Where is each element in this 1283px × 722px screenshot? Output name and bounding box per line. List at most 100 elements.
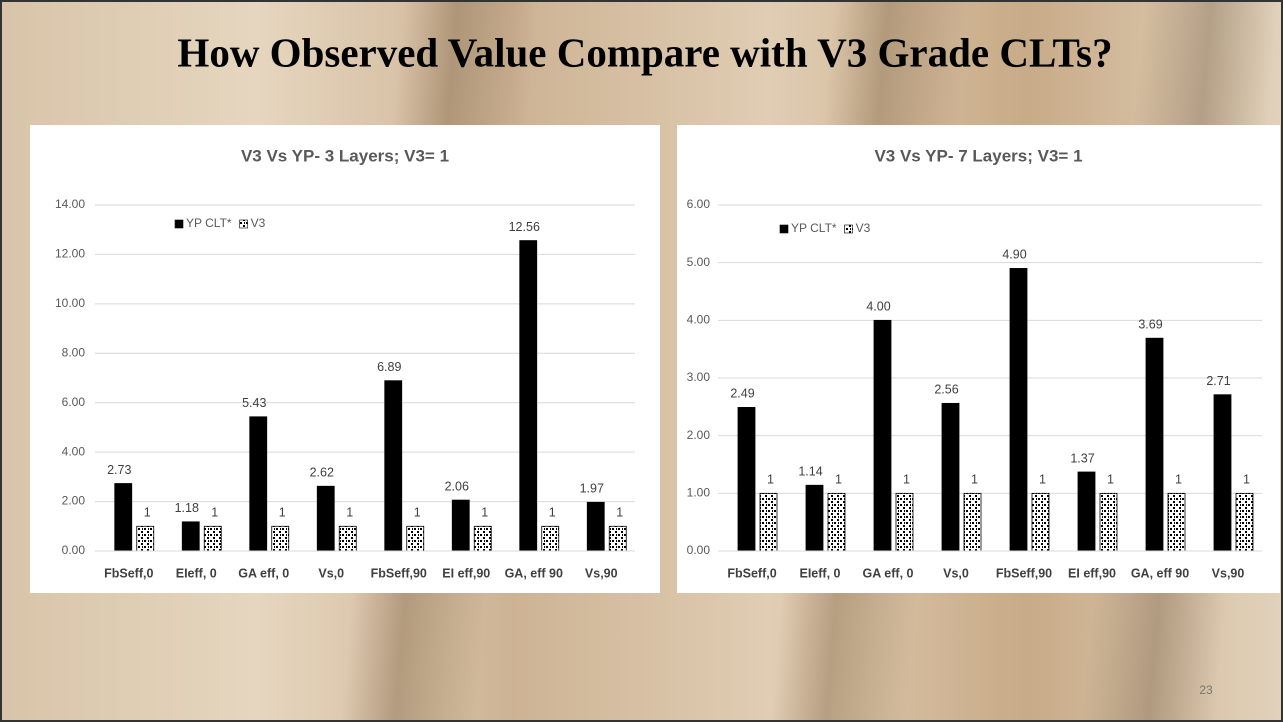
x-tick-label: EIeff, 0 xyxy=(800,566,841,580)
bar xyxy=(608,525,627,552)
bar xyxy=(1009,268,1028,552)
x-tick-label: GA, eff 90 xyxy=(505,566,563,580)
bar xyxy=(451,499,470,552)
y-tick-label: 14.00 xyxy=(55,197,85,211)
data-label: 1.37 xyxy=(1070,451,1094,465)
data-label: 2.73 xyxy=(107,463,131,477)
data-label: 1 xyxy=(835,473,842,487)
data-label: 2.56 xyxy=(934,383,958,397)
bar xyxy=(1077,471,1096,552)
bar xyxy=(827,492,846,552)
data-label: 12.56 xyxy=(509,220,540,234)
bar xyxy=(316,485,335,552)
bar xyxy=(759,492,778,552)
x-tick-label: GA eff, 0 xyxy=(863,566,914,580)
y-tick-label: 12.00 xyxy=(55,247,85,261)
data-label: 2.06 xyxy=(445,479,469,493)
data-label: 1 xyxy=(903,473,910,487)
chart-box xyxy=(30,125,660,593)
bar xyxy=(895,492,914,552)
legend-label: YP CLT* xyxy=(186,216,232,230)
x-tick-label: FbSeff,0 xyxy=(104,566,153,580)
x-tick-label: Vs,90 xyxy=(585,566,618,580)
bar xyxy=(1099,492,1118,552)
data-label: 1 xyxy=(549,506,556,520)
bar xyxy=(406,525,425,552)
bar xyxy=(805,484,824,552)
data-label: 2.62 xyxy=(310,466,334,480)
slide-title: How Observed Value Compare with V3 Grade… xyxy=(177,29,1112,75)
x-tick-label: FbSeff,0 xyxy=(727,566,776,580)
x-tick-label: FbSeff,90 xyxy=(996,566,1052,580)
y-tick-label: 5.00 xyxy=(687,255,711,269)
chart-title: V3 Vs YP- 3 Layers; V3= 1 xyxy=(241,146,449,165)
legend-swatch xyxy=(844,224,853,234)
data-label: 3.69 xyxy=(1138,318,1162,332)
bar xyxy=(473,525,492,552)
x-tick-label: EI eff,90 xyxy=(442,566,490,580)
x-tick-label: EI eff,90 xyxy=(1068,566,1116,580)
legend-label: YP CLT* xyxy=(791,221,837,235)
x-tick-label: EIeff, 0 xyxy=(176,566,217,580)
data-label: 6.89 xyxy=(377,360,401,374)
bar xyxy=(1145,337,1164,552)
y-tick-label: 4.00 xyxy=(687,313,711,327)
y-tick-label: 10.00 xyxy=(55,296,85,310)
bar xyxy=(338,525,357,552)
bar xyxy=(1167,492,1186,552)
data-label: 1.18 xyxy=(175,501,199,515)
data-label: 1 xyxy=(346,506,353,520)
data-label: 1 xyxy=(1175,473,1182,487)
legend-label: V3 xyxy=(856,221,871,235)
data-label: 1 xyxy=(211,506,218,520)
y-tick-label: 6.00 xyxy=(62,395,86,409)
legend-label: V3 xyxy=(251,216,266,230)
bar xyxy=(873,319,892,552)
data-label: 1 xyxy=(616,506,623,520)
y-tick-label: 8.00 xyxy=(62,345,86,359)
x-tick-label: Vs,90 xyxy=(1212,566,1245,580)
bar xyxy=(541,525,560,552)
y-tick-label: 1.00 xyxy=(687,486,711,500)
data-label: 5.43 xyxy=(242,396,266,410)
y-tick-label: 6.00 xyxy=(687,197,711,211)
data-label: 4.00 xyxy=(866,300,890,314)
y-tick-label: 4.00 xyxy=(62,444,86,458)
bar xyxy=(586,501,605,552)
y-tick-label: 0.00 xyxy=(62,543,86,557)
data-label: 2.71 xyxy=(1206,374,1230,388)
data-label: 1 xyxy=(144,506,151,520)
data-label: 1 xyxy=(279,506,286,520)
x-tick-label: FbSeff,90 xyxy=(371,566,427,580)
data-label: 4.90 xyxy=(1002,248,1026,262)
legend-swatch xyxy=(779,224,789,234)
y-tick-label: 2.00 xyxy=(687,428,711,442)
legend-swatch xyxy=(239,219,248,229)
chart-title: V3 Vs YP- 7 Layers; V3= 1 xyxy=(874,146,1082,165)
page-number: 23 xyxy=(1199,683,1213,697)
y-tick-label: 2.00 xyxy=(62,494,86,508)
bar xyxy=(737,407,756,552)
bar xyxy=(271,525,290,552)
bar xyxy=(136,525,155,552)
data-label: 1.97 xyxy=(580,482,604,496)
data-label: 1 xyxy=(1039,473,1046,487)
data-label: 1 xyxy=(971,473,978,487)
data-label: 1 xyxy=(1243,473,1250,487)
bar xyxy=(1213,394,1232,552)
bar xyxy=(181,521,200,552)
data-label: 1.14 xyxy=(798,465,822,479)
data-label: 1 xyxy=(767,473,774,487)
data-label: 1 xyxy=(1107,473,1114,487)
bar xyxy=(519,240,538,552)
bar xyxy=(114,483,133,552)
data-label: 2.49 xyxy=(730,387,754,401)
x-tick-label: Vs,0 xyxy=(318,566,344,580)
x-tick-label: GA, eff 90 xyxy=(1131,566,1189,580)
legend-swatch xyxy=(174,219,184,229)
bar xyxy=(1031,492,1050,552)
x-tick-label: GA eff, 0 xyxy=(238,566,289,580)
y-tick-label: 0.00 xyxy=(687,543,711,557)
